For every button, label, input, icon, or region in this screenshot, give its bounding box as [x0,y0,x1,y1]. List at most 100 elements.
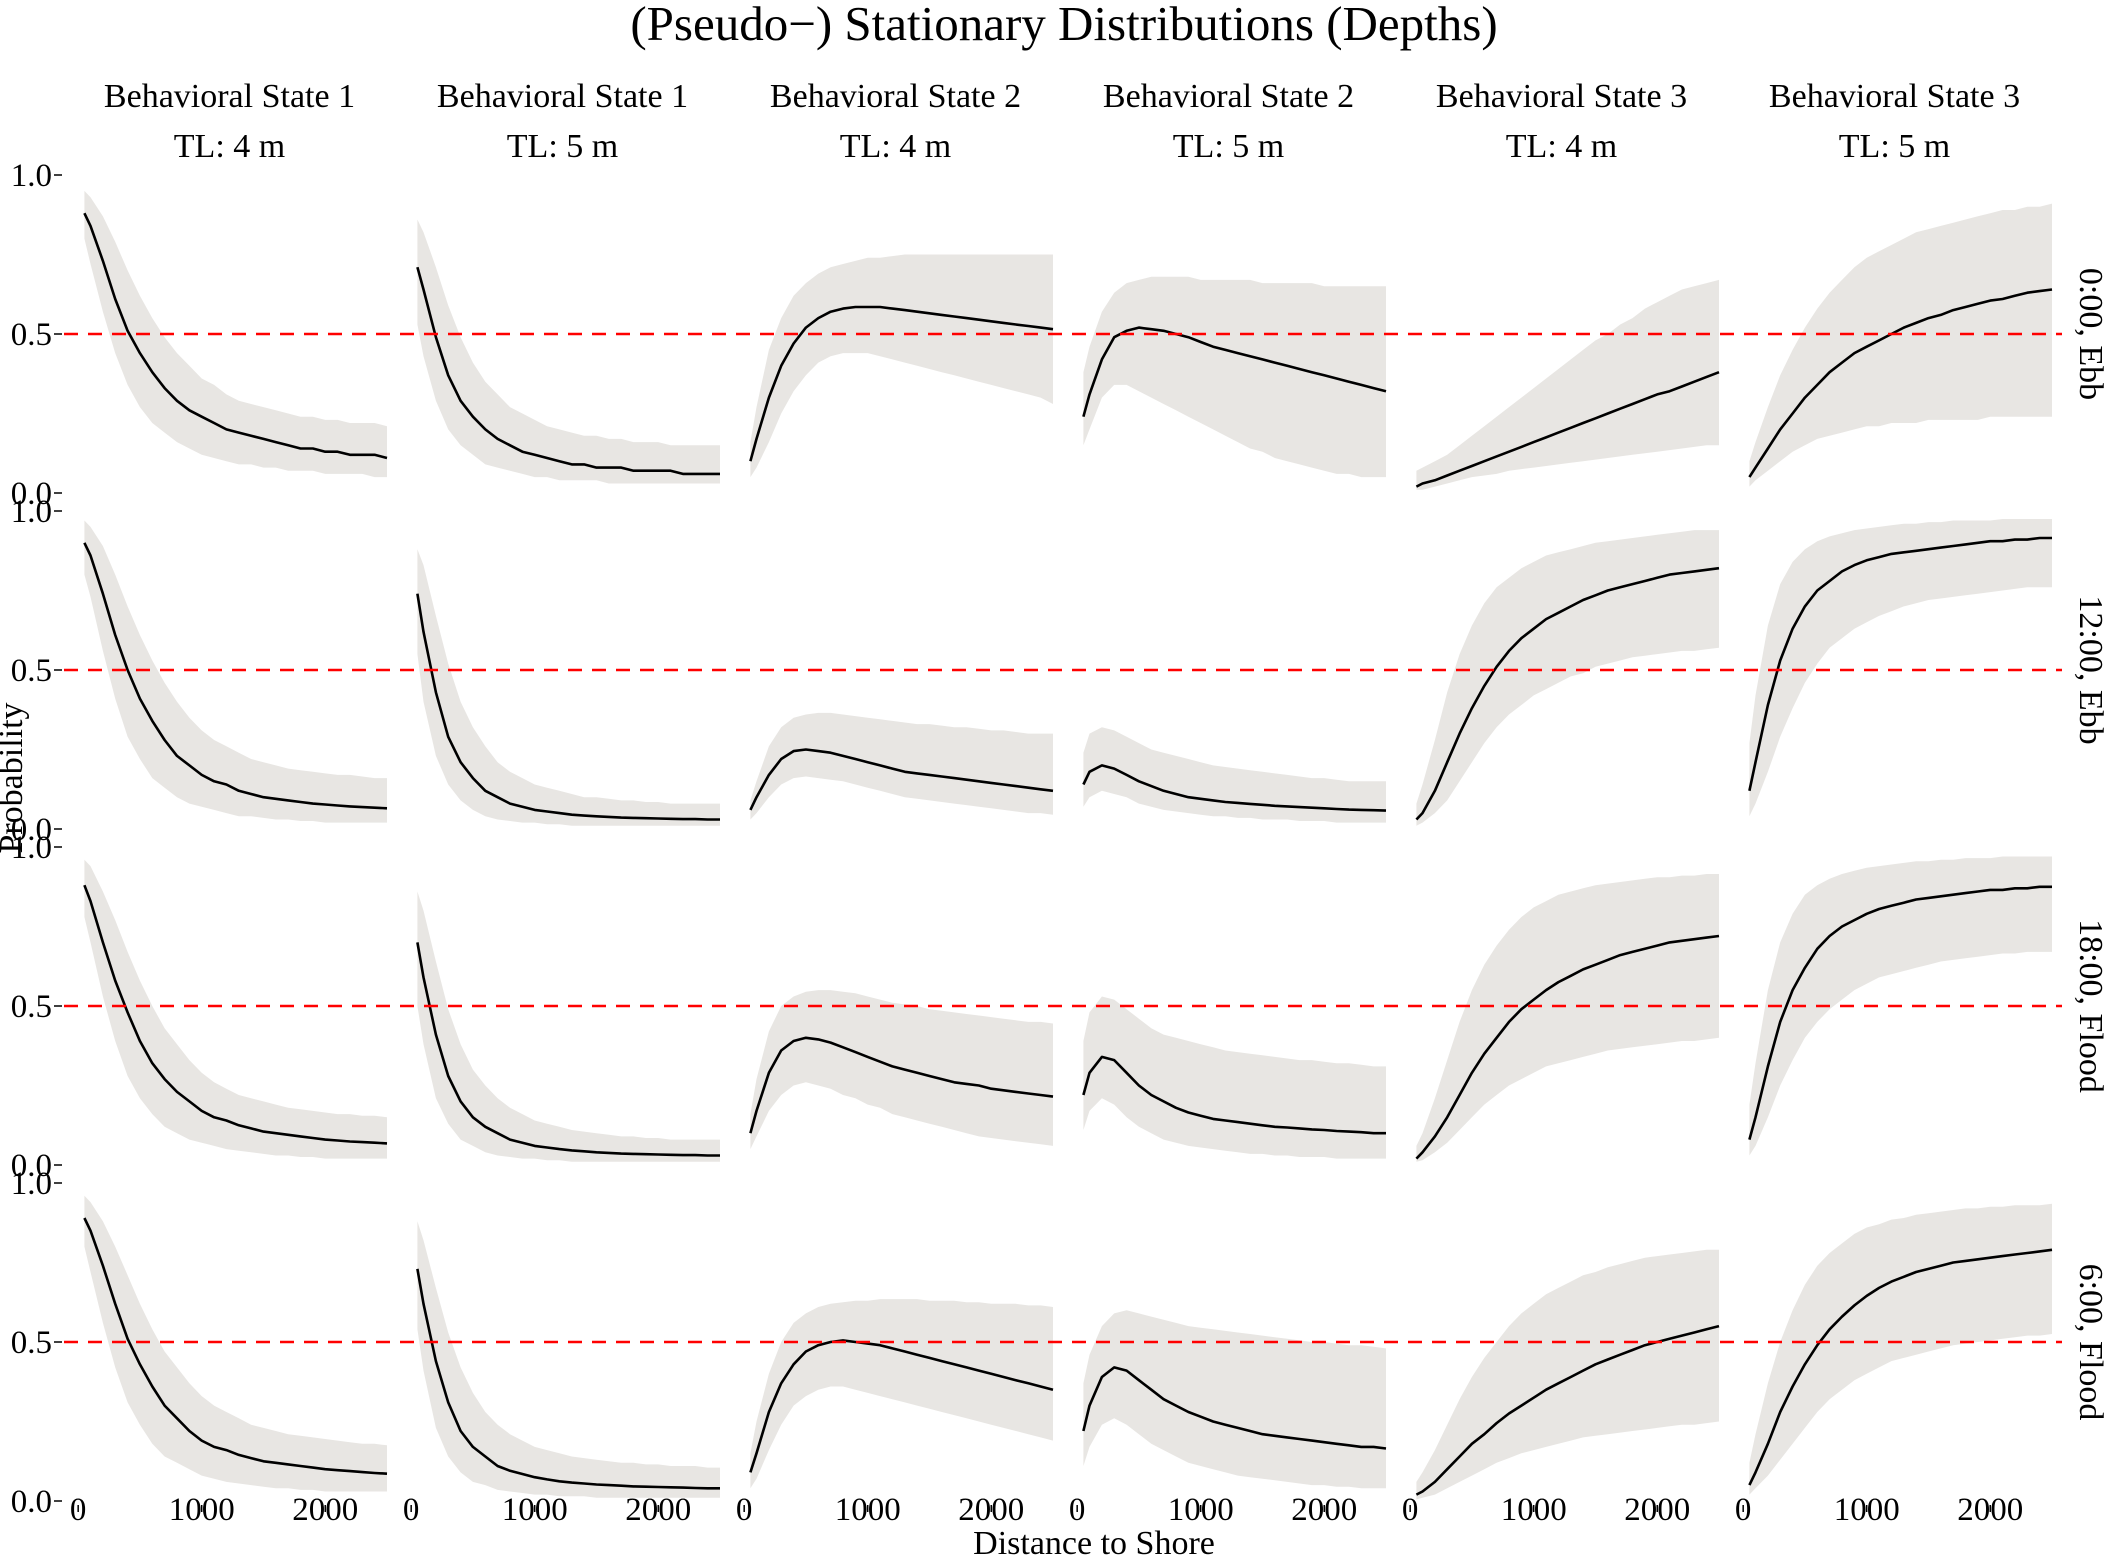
row-strip-label: 18:00, Flood [2072,919,2109,1093]
y-tick-label: 1.0 [11,830,52,866]
x-tick-label: 2000 [1624,1492,1690,1528]
facet-panel [83,520,388,823]
y-tick-label: 0.0 [11,1148,52,1184]
mean-line [1415,934,1720,1160]
column-strip-state: Behavioral State 2 [770,78,1021,115]
y-tick-label: 1.0 [11,158,52,194]
confidence-band [417,549,720,826]
mean-line [749,1036,1054,1134]
x-tick-label: 0 [70,1492,87,1528]
column-strip-length: TL: 4 m [174,128,285,165]
x-tick-label: 2000 [1957,1492,2023,1528]
confidence-band [1083,996,1386,1159]
facet-panel [83,1195,388,1492]
column-strip-state: Behavioral State 1 [104,78,355,115]
mean-line [83,212,388,460]
facet-panel [749,1299,1054,1489]
x-tick-label: 0 [736,1492,753,1528]
facet-panel [416,891,720,1162]
x-tick-label: 2000 [1291,1492,1357,1528]
facet-panel [1748,519,2052,817]
x-tick-label: 0 [403,1492,420,1528]
column-strip-length: TL: 4 m [840,128,951,165]
x-tick-label: 0 [1402,1492,1419,1528]
y-tick-label: 0.5 [11,317,52,353]
facet-grid: Behavioral State 1 TL: 4 m Behavioral Stat… [11,78,2109,1528]
mean-line [1748,1248,2053,1486]
mean-line [83,884,388,1145]
facet-panel [749,254,1054,478]
confidence-band [1416,1249,1719,1500]
confidence-band [750,712,1053,820]
confidence-band [84,190,388,478]
column-strip-state: Behavioral State 2 [1103,78,1354,115]
x-tick-label: 2000 [625,1492,691,1528]
mean-line [1415,370,1720,488]
x-tick-label: 1000 [169,1492,235,1528]
mean-line [1082,764,1387,812]
x-tick-label: 1000 [1168,1492,1234,1528]
mean-line [1082,1055,1386,1135]
facet-panel [416,549,720,826]
confidence-band [417,1221,720,1498]
column-strip-length: TL: 5 m [1839,128,1950,165]
facet-panel [1415,279,1720,490]
confidence-band [84,520,388,823]
confidence-band [417,219,720,484]
mean-line [416,266,720,476]
mean-line [1082,1366,1387,1450]
confidence-band [1083,276,1386,478]
y-axis-label: Probability [0,702,30,853]
x-tick-label: 0 [1069,1492,1086,1528]
confidence-band [1416,530,1719,826]
x-tick-label: 0 [1735,1492,1752,1528]
row-strip-label: 6:00, Flood [2072,1264,2109,1421]
y-tick-label: 0.5 [11,653,52,689]
column-strip-state: Behavioral State 3 [1436,78,1687,115]
facet-panel [1415,1249,1720,1500]
mean-line [416,942,720,1157]
column-strip-length: TL: 5 m [1173,128,1284,165]
y-tick-label: 1.0 [11,1166,52,1202]
confidence-band [1416,279,1719,490]
x-axis-label: Distance to Shore [973,1525,1215,1557]
facet-panel [416,219,720,484]
facet-panel [1415,874,1720,1162]
facet-panel [1082,996,1386,1159]
mean-line [1415,1324,1720,1496]
confidence-band [1749,203,2052,487]
x-tick-label: 1000 [835,1492,901,1528]
mean-line [1748,885,2052,1140]
y-tick-label: 0.0 [11,476,52,512]
row-strip-label: 12:00, Ebb [2072,595,2109,744]
facet-panel [1082,276,1387,478]
facet-panel [416,1221,720,1498]
facet-panel [1748,203,2053,487]
facet-panel [1082,1310,1387,1489]
column-strip-state: Behavioral State 3 [1769,78,2020,115]
facet-panel [83,190,388,478]
facet-panel [1748,856,2052,1156]
y-tick-label: 0.0 [11,812,52,848]
x-tick-label: 2000 [292,1492,358,1528]
facet-panel [749,990,1054,1150]
mean-line [83,1217,388,1475]
facet-panel [749,712,1054,820]
facet-panel [83,859,388,1159]
x-tick-label: 1000 [1501,1492,1567,1528]
y-tick-label: 0.0 [11,1484,52,1520]
confidence-band [1749,519,2052,817]
mean-line [1082,326,1387,418]
facet-panel [1748,1203,2053,1495]
column-strip-length: TL: 5 m [507,128,618,165]
mean-line [416,593,720,821]
facet-panel [1415,530,1720,826]
mean-line [749,305,1054,462]
confidence-band [1749,1203,2052,1495]
row-strip-label: 0:00, Ebb [2072,268,2109,400]
confidence-band [1083,727,1386,823]
y-tick-label: 1.0 [11,494,52,530]
column-strip-length: TL: 4 m [1506,128,1617,165]
y-tick-label: 0.5 [11,989,52,1025]
